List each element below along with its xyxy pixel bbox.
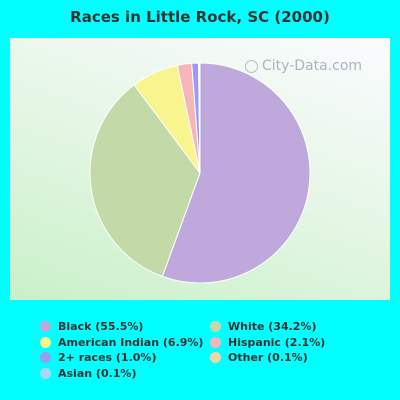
legend-label-0: Black (55.5%) [58,320,144,333]
legend-label-1: White (34.2%) [228,320,317,333]
legend-item-5: Other (0.1%) [210,351,308,364]
watermark-text: City-Data.com [262,58,363,74]
pie-slice-1 [89,84,201,278]
legend-swatch-5 [210,352,221,363]
legend-item-0: Black (55.5%) [40,320,143,333]
legend-item-3: Hispanic (2.1%) [210,336,325,349]
pie-chart [89,62,311,284]
watermark: City-Data.com [245,56,393,76]
legend-swatch-1 [210,321,221,332]
legend-swatch-0 [40,321,51,332]
chart-title: Races in Little Rock, SC (2000) [70,8,330,26]
globe-icon [245,59,258,73]
legend-label-2: American Indian (6.9%) [58,335,204,349]
pie-slice-6 [198,62,201,174]
legend-item-4: 2+ races (1.0%) [40,351,156,364]
legend: Black (55.5%) White (34.2%) American India… [40,320,380,384]
legend-swatch-4 [40,352,51,363]
legend-label-3: Hispanic (2.1%) [228,335,326,349]
legend-label-4: 2+ races (1.0%) [58,351,157,364]
legend-item-1: White (34.2%) [210,320,317,333]
legend-label-5: Other (0.1%) [228,351,308,364]
legend-item-2: American Indian (6.9%) [40,336,203,349]
legend-swatch-3 [210,336,221,348]
pie-slice-0 [161,62,311,284]
plot-area: City-Data.com [10,38,390,300]
legend-label-6: Asian (0.1%) [58,366,137,380]
legend-swatch-6 [40,367,51,379]
legend-item-6: Asian (0.1%) [40,367,136,380]
legend-swatch-2 [40,336,51,348]
